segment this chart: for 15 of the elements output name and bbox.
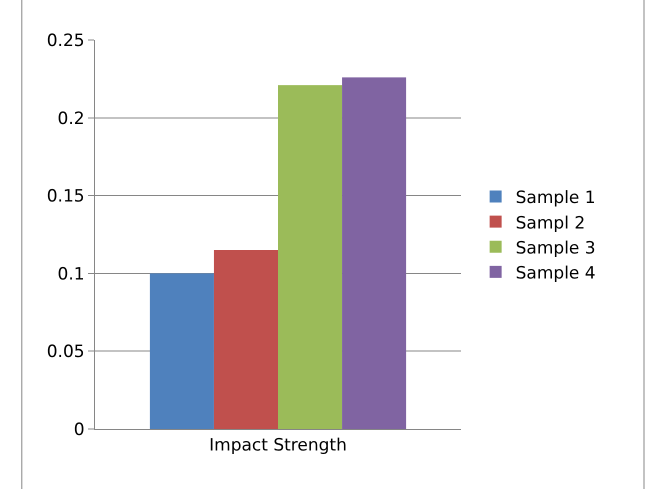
y-tick-label: 0 — [74, 420, 85, 440]
legend-label: Sample 4 — [516, 263, 596, 284]
y-tick-label: 0.2 — [58, 108, 85, 129]
y-tick-label: 0.25 — [46, 30, 85, 51]
y-tick-label: 0.05 — [46, 342, 85, 362]
y-tick-label: 0.15 — [46, 186, 85, 207]
bar — [342, 77, 406, 429]
bar — [278, 85, 342, 429]
bar — [150, 273, 214, 429]
legend-label: Sample 1 — [516, 188, 596, 208]
legend-label: Sampl 2 — [516, 213, 586, 234]
y-tick-label: 0.1 — [58, 264, 85, 284]
legend-label: Sample 3 — [516, 238, 596, 258]
bar — [214, 250, 278, 429]
x-tick-label: Impact Strength — [209, 435, 347, 456]
